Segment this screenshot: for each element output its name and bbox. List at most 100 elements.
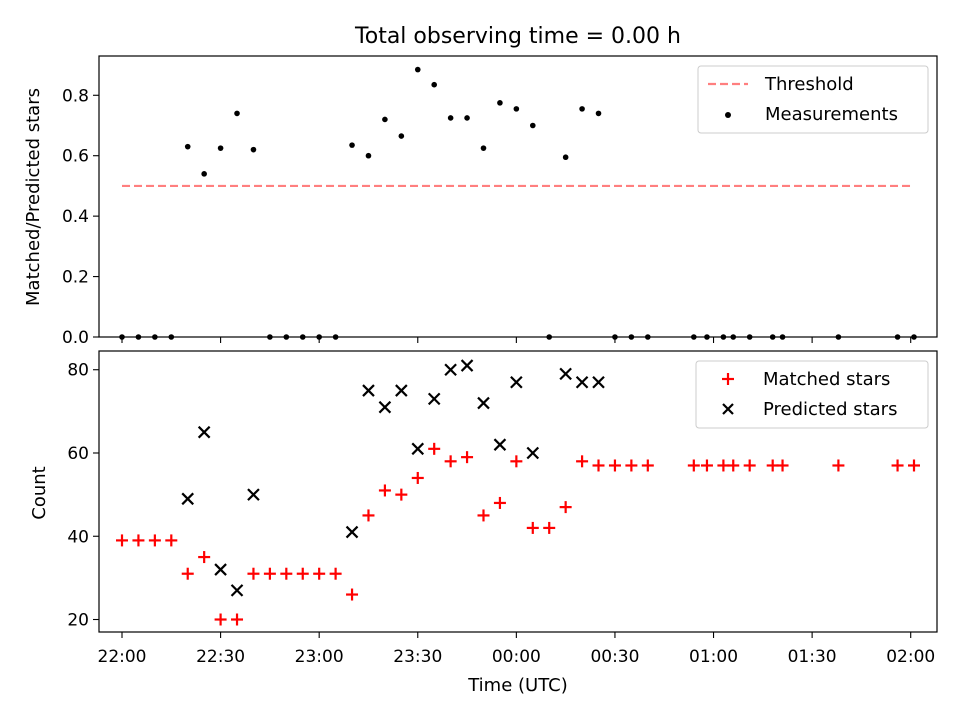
measurement-point xyxy=(234,110,240,117)
bottom-axes-frame xyxy=(98,350,938,633)
x-tick-label: 22:00 xyxy=(98,647,147,667)
measurement-point xyxy=(217,145,224,151)
predicted-stars-series xyxy=(181,359,605,597)
bottom-x-tick: 00:30 xyxy=(590,632,639,667)
top-axes-frame xyxy=(98,55,938,338)
top-y-tick: 0.0 xyxy=(62,328,99,348)
matched-point xyxy=(346,588,359,601)
bottom-y-tick: 80 xyxy=(67,361,99,381)
matched-point xyxy=(329,567,342,580)
bottom-legend: Matched stars Predicted stars xyxy=(695,360,929,429)
matched-point xyxy=(907,459,920,472)
measurement-point xyxy=(562,154,569,161)
top-x-axis xyxy=(121,337,912,343)
predicted-point xyxy=(181,492,195,506)
x-tick-label: 22:30 xyxy=(196,647,245,667)
predicted-point xyxy=(526,446,540,460)
matched-stars-series xyxy=(116,442,920,626)
measurement-point xyxy=(201,171,207,177)
legend-measurements-swatch xyxy=(725,112,731,118)
bottom-x-tick: 22:30 xyxy=(196,632,245,667)
matched-point xyxy=(378,484,391,497)
predicted-point xyxy=(362,384,375,397)
matched-point xyxy=(313,567,326,580)
matched-point xyxy=(625,459,638,472)
measurement-point xyxy=(382,116,388,123)
measurement-point xyxy=(480,145,487,151)
top-y-tick-label: 0.0 xyxy=(62,328,89,348)
legend-predicted-label: Predicted stars xyxy=(763,399,897,420)
matched-point xyxy=(510,455,523,468)
bottom-y-tick-label: 20 xyxy=(67,611,89,631)
matched-point xyxy=(411,471,424,484)
legend-predicted-swatch xyxy=(722,403,734,415)
matched-point xyxy=(362,509,375,522)
count-panel: Count Time (UTC) 20 40 60 80 22:00 22:30 23:0… xyxy=(29,350,938,696)
predicted-point xyxy=(395,384,408,397)
matched-point xyxy=(559,501,572,514)
matched-point xyxy=(428,442,441,455)
matched-point xyxy=(700,459,713,472)
measurement-point xyxy=(349,142,355,148)
legend-measurements-label: Measurements xyxy=(765,104,898,125)
matched-point xyxy=(891,459,904,472)
predicted-point xyxy=(444,363,457,377)
matched-point xyxy=(641,459,654,472)
matched-point xyxy=(576,455,589,468)
predicted-point xyxy=(460,359,474,372)
x-tick-label: 00:30 xyxy=(590,647,639,667)
x-axis-label: Time (UTC) xyxy=(467,675,568,696)
top-legend: Threshold Measurements xyxy=(697,65,929,134)
matched-point xyxy=(198,551,211,564)
predicted-point xyxy=(230,584,244,597)
matched-point xyxy=(727,459,740,472)
bottom-y-tick-label: 80 xyxy=(67,361,89,381)
predicted-point xyxy=(214,563,227,576)
x-tick-label: 02:00 xyxy=(886,647,935,667)
matched-point xyxy=(395,488,408,501)
measurement-point xyxy=(529,122,536,129)
bottom-y-tick: 60 xyxy=(67,444,99,464)
measurement-point xyxy=(431,81,438,88)
matched-point xyxy=(493,496,506,509)
top-y-tick: 0.6 xyxy=(62,147,99,167)
matched-point xyxy=(608,459,621,472)
matched-point xyxy=(132,534,145,547)
top-y-tick: 0.4 xyxy=(62,207,99,227)
x-tick-label: 23:30 xyxy=(393,647,442,667)
predicted-point xyxy=(378,400,392,414)
matched-point xyxy=(461,451,474,464)
matched-point xyxy=(296,567,309,580)
top-plot-area xyxy=(119,66,917,340)
matched-point xyxy=(280,567,293,580)
x-tick-label: 23:00 xyxy=(295,647,344,667)
predicted-point xyxy=(345,525,359,539)
predicted-point xyxy=(510,375,523,389)
matched-point xyxy=(477,509,490,522)
top-y-tick: 0.8 xyxy=(62,86,99,106)
matched-point xyxy=(526,521,539,534)
bottom-x-tick: 00:00 xyxy=(492,632,541,667)
matched-point xyxy=(444,455,457,468)
measurements-series xyxy=(119,66,917,340)
x-tick-label: 01:00 xyxy=(689,647,738,667)
matched-point xyxy=(263,567,276,580)
measurement-point xyxy=(497,100,503,106)
bottom-legend-box xyxy=(695,360,929,429)
bottom-x-tick: 01:30 xyxy=(788,632,837,667)
bottom-x-axis: 22:00 22:30 23:00 23:30 00:00 00:30 01:00 01:30… xyxy=(98,632,935,667)
bottom-plot-area xyxy=(116,359,920,626)
predicted-point xyxy=(411,442,425,456)
bottom-y-axis: 20 40 60 80 xyxy=(67,361,99,631)
bottom-y-tick-label: 60 xyxy=(67,444,89,464)
matched-point xyxy=(687,459,700,472)
matched-point xyxy=(116,534,129,547)
bottom-x-tick: 22:00 xyxy=(98,632,147,667)
matched-point xyxy=(165,534,178,547)
top-y-tick-label: 0.8 xyxy=(62,86,89,106)
measurement-point xyxy=(447,115,454,121)
matched-point xyxy=(543,521,556,534)
predicted-point xyxy=(575,375,589,389)
bottom-x-tick: 23:30 xyxy=(393,632,442,667)
